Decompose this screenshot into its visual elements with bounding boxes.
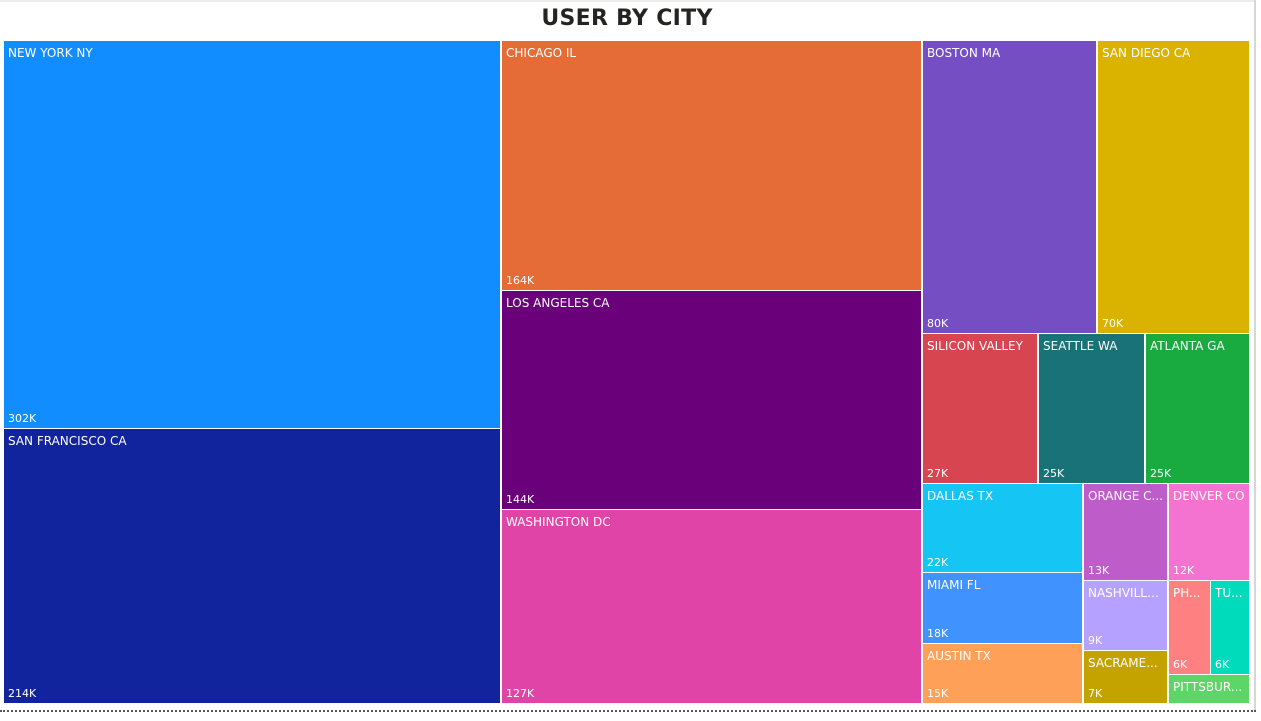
treemap-tile[interactable]: NEW YORK NY 302K (3, 40, 501, 429)
treemap-tile[interactable]: SACRAME... 7K (1083, 650, 1168, 704)
treemap-tile[interactable]: SAN FRANCISCO CA 214K (3, 428, 501, 704)
treemap-tile[interactable]: PH... 6K (1168, 580, 1211, 675)
tile-name-label: AUSTIN TX (927, 649, 991, 663)
tile-value-label: 15K (927, 687, 949, 700)
tile-name-label: PH... (1173, 586, 1201, 600)
treemap-tile[interactable]: SEATTLE WA 25K (1038, 333, 1145, 484)
treemap-tile[interactable]: SILICON VALLEY 27K (922, 333, 1038, 484)
tile-value-label: 6K (1173, 658, 1188, 671)
treemap-tile[interactable]: BOSTON MA 80K (922, 40, 1097, 334)
treemap-tile[interactable]: SAN DIEGO CA 70K (1097, 40, 1250, 334)
tile-value-label: 6K (1215, 658, 1230, 671)
tile-name-label: ORANGE C... (1088, 489, 1163, 503)
tile-name-label: BOSTON MA (927, 46, 1001, 60)
tile-name-label: CHICAGO IL (506, 46, 577, 60)
tile-value-label: 302K (8, 412, 37, 425)
treemap-tile[interactable]: ATLANTA GA 25K (1145, 333, 1250, 484)
tile-value-label: 80K (927, 317, 949, 330)
treemap-tile[interactable]: DALLAS TX 22K (922, 483, 1083, 573)
tile-name-label: NASHVILLE... (1088, 586, 1163, 600)
tile-name-label: DENVER CO (1173, 489, 1245, 503)
treemap-tile[interactable]: ORANGE C... 13K (1083, 483, 1168, 581)
treemap-tile[interactable]: MIAMI FL 18K (922, 572, 1083, 644)
tile-value-label: 13K (1088, 564, 1110, 577)
tile-name-label: PITTSBUR... (1173, 680, 1243, 694)
treemap-tile[interactable]: NASHVILLE... 9K (1083, 580, 1168, 651)
treemap-tile[interactable]: TU... 6K (1210, 580, 1250, 675)
tile-value-label: 12K (1173, 564, 1195, 577)
treemap-tile[interactable]: PITTSBUR... (1168, 674, 1250, 704)
tile-value-label: 25K (1150, 467, 1172, 480)
top-border-line (0, 0, 1255, 2)
tile-name-label: DALLAS TX (927, 489, 994, 503)
treemap-tile[interactable]: WASHINGTON DC 127K (501, 509, 922, 704)
tile-name-label: LOS ANGELES CA (506, 296, 610, 310)
tile-value-label: 70K (1102, 317, 1124, 330)
tile-name-label: TU... (1215, 586, 1243, 600)
tile-value-label: 7K (1088, 687, 1103, 700)
tile-name-label: SAN FRANCISCO CA (8, 434, 127, 448)
tile-value-label: 164K (506, 274, 535, 287)
chart-title: USER BY CITY (541, 6, 713, 31)
tile-name-label: WASHINGTON DC (506, 515, 611, 529)
tile-name-label: NEW YORK NY (8, 46, 93, 60)
tile-name-label: SAN DIEGO CA (1102, 46, 1191, 60)
tile-name-label: SILICON VALLEY (927, 339, 1023, 353)
treemap-tile[interactable]: CHICAGO IL 164K (501, 40, 922, 291)
tile-value-label: 214K (8, 687, 37, 700)
tile-name-label: SACRAME... (1088, 656, 1158, 670)
bottom-dotted-border (0, 710, 1256, 712)
tile-value-label: 22K (927, 556, 949, 569)
treemap-tile[interactable]: DENVER CO 12K (1168, 483, 1250, 581)
right-border-line (1254, 0, 1256, 711)
tile-value-label: 127K (506, 687, 535, 700)
tile-value-label: 25K (1043, 467, 1065, 480)
tile-name-label: ATLANTA GA (1150, 339, 1225, 353)
tile-value-label: 9K (1088, 634, 1103, 647)
tile-value-label: 144K (506, 493, 535, 506)
tile-value-label: 27K (927, 467, 949, 480)
tile-value-label: 18K (927, 627, 949, 640)
treemap-tile[interactable]: LOS ANGELES CA 144K (501, 290, 922, 510)
treemap-tile[interactable]: AUSTIN TX 15K (922, 643, 1083, 704)
tile-name-label: SEATTLE WA (1043, 339, 1118, 353)
tile-name-label: MIAMI FL (927, 578, 981, 592)
